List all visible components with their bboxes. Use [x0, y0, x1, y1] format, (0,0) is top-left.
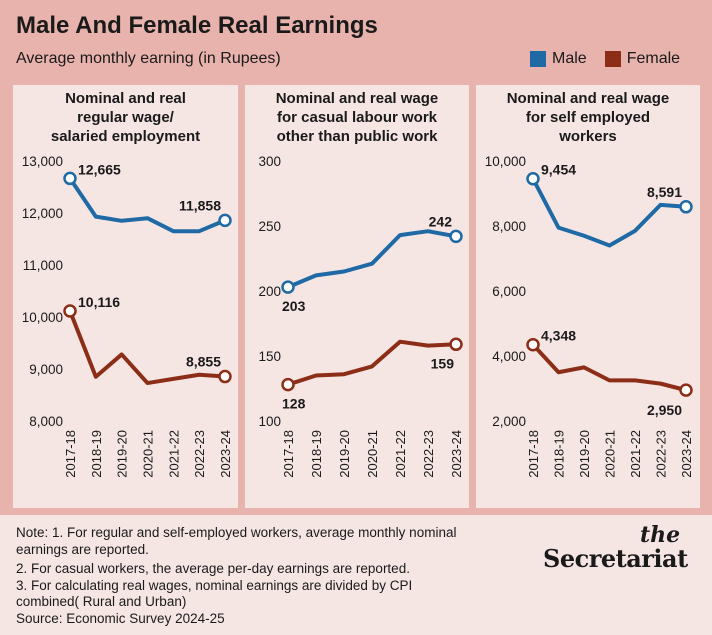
data-point-endpoint	[526, 171, 540, 186]
data-point-endpoint	[281, 377, 295, 392]
footer: Note: 1. For regular and self-employed w…	[0, 515, 712, 635]
x-tick-label: 2021-22	[166, 430, 181, 478]
data-point-endpoint	[63, 171, 77, 186]
x-tick-label: 2018-19	[89, 430, 104, 478]
x-tick-label: 2022-23	[654, 430, 669, 478]
x-tick-label: 2019-20	[577, 430, 592, 478]
panel-bg-1	[13, 85, 238, 508]
y-tick-label: 150	[258, 349, 281, 364]
y-tick-label: 9,000	[29, 362, 63, 377]
x-tick-label: 2018-19	[309, 430, 324, 478]
chart-subtitle: Average monthly earning (in Rupees)	[16, 50, 281, 67]
panel-title-1: Nominal and real regular wage/salaried em…	[13, 89, 238, 146]
data-label: 203	[282, 298, 306, 314]
panel-title-2: Nominal and real wage for casual labour w…	[245, 89, 469, 146]
data-point-endpoint	[63, 304, 77, 318]
note-line-3: 2. For casual workers, the average per-d…	[16, 561, 410, 576]
data-label: 11,858	[179, 197, 221, 213]
source-line: Source: Economic Survey 2024-25	[16, 611, 225, 626]
note-line-4: 3. For calculating real wages, nominal e…	[16, 578, 413, 593]
panel-bg-3	[476, 85, 700, 508]
data-label: 10,116	[78, 294, 120, 310]
data-label: 4,348	[541, 328, 576, 344]
data-point-endpoint	[281, 280, 295, 294]
data-point-endpoint	[218, 369, 232, 384]
data-point-endpoint	[526, 337, 540, 352]
x-tick-label: 2023-24	[449, 430, 464, 478]
panel-title-3: Nominal and real wage for self employed wo…	[476, 89, 700, 146]
y-tick-label: 6,000	[492, 284, 526, 299]
x-tick-label: 2022-23	[421, 430, 436, 478]
note-line-5: combined( Rural and Urban)	[16, 594, 187, 609]
y-tick-label: 300	[258, 154, 281, 169]
panel-title-line: salaried employment	[50, 128, 201, 145]
panel-bg-2	[245, 85, 469, 508]
series-line-male	[287, 229, 457, 289]
charts-area: 8,000 9,000 10,000 11,000 12,000 13,000 2017-1…	[13, 85, 700, 508]
y-tick-label: 8,000	[29, 414, 63, 429]
x-tick-label: 2021-22	[628, 430, 643, 478]
data-point-endpoint	[218, 213, 232, 228]
data-point-endpoint	[449, 229, 463, 244]
series-line-female	[68, 310, 226, 386]
note-line-1: Note: 1. For regular and self-employed w…	[16, 525, 457, 540]
logo-the: the	[640, 522, 681, 548]
x-tick-label: 2019-20	[337, 430, 352, 478]
series-line-male	[531, 177, 687, 248]
panel-title-line: for casual labour work	[276, 109, 438, 126]
y-tick-label: 100	[258, 414, 281, 429]
chart-title: Male And Female Real Earnings	[16, 12, 378, 39]
data-label: 8,855	[186, 354, 221, 370]
y-tick-label: 2,000	[492, 414, 526, 429]
y-tick-label: 11,000	[23, 258, 63, 273]
legend-label-female: Female	[626, 50, 681, 67]
x-tick-label: 2017-18	[281, 430, 296, 478]
x-tick-label: 2020-21	[603, 430, 618, 478]
data-label: 8,591	[647, 184, 682, 200]
legend-label-male: Male	[552, 50, 587, 67]
y-tick-label: 200	[258, 284, 281, 299]
y-tick-label: 10,000	[485, 154, 526, 169]
y-tick-label: 10,000	[22, 310, 63, 325]
x-tick-label: 2017-18	[526, 430, 541, 478]
x-tick-label: 2021-22	[393, 430, 408, 478]
data-label: 2,950	[647, 402, 682, 418]
x-tick-label: 2017-18	[63, 430, 78, 478]
note-line-2: earnings are reported.	[16, 542, 149, 557]
data-point-endpoint	[449, 337, 463, 352]
panel-title-line: Nominal and real wage	[506, 90, 670, 107]
legend-swatch-female	[604, 51, 621, 67]
panel-title-line: other than public work	[276, 128, 438, 145]
y-tick-label: 8,000	[492, 219, 526, 234]
series-line-male	[68, 177, 226, 234]
data-point-endpoint	[679, 383, 693, 397]
x-tick-label: 2023-24	[679, 430, 694, 478]
x-tick-label: 2018-19	[552, 430, 567, 478]
series-line-female	[287, 339, 457, 387]
x-tick-label: 2020-21	[141, 430, 156, 478]
y-tick-label: 250	[258, 219, 281, 234]
data-label: 12,665	[78, 161, 121, 177]
logo-secretariat: Secretariat	[543, 544, 688, 573]
data-label: 242	[429, 213, 453, 229]
panel-title-line: Nominal and real	[65, 90, 186, 107]
x-tick-label: 2020-21	[365, 430, 380, 478]
panel-title-line: workers	[559, 128, 617, 145]
y-tick-label: 13,000	[22, 154, 63, 169]
data-point-endpoint	[679, 200, 693, 214]
series-line-female	[531, 343, 687, 393]
data-label: 128	[282, 396, 306, 412]
legend: Male Female	[530, 50, 680, 68]
y-tick-label: 12,000	[22, 206, 63, 221]
data-label: 9,454	[541, 162, 576, 178]
panel-title-line: for self employed	[525, 109, 651, 126]
x-tick-label: 2022-23	[192, 430, 207, 478]
legend-swatch-male	[530, 51, 546, 67]
x-tick-label: 2023-24	[218, 430, 233, 478]
panel-title-line: Nominal and real wage	[275, 90, 439, 107]
y-tick-label: 4,000	[492, 349, 526, 364]
panel-title-line: regular wage/	[77, 109, 174, 126]
data-label: 159	[431, 355, 455, 371]
x-tick-label: 2019-20	[115, 430, 130, 478]
